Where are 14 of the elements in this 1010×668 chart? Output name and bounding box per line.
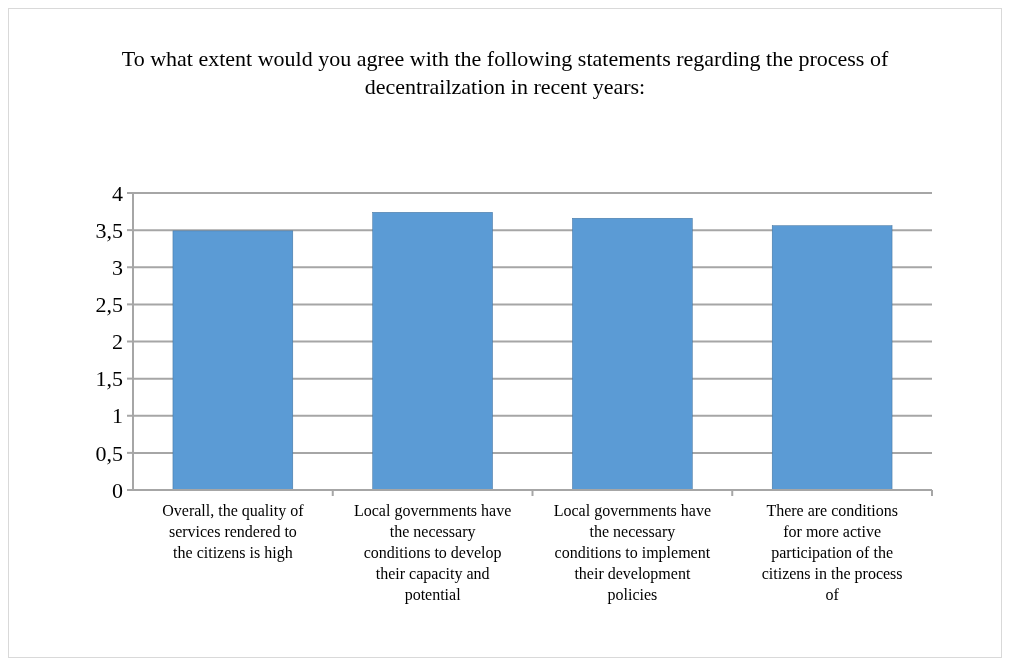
x-tick-label: Overall, the quality of services rendered to the citizens is high — [162, 502, 305, 562]
y-tick-label: 2 — [112, 329, 123, 355]
x-tick-label: There are conditions for more active participation of the citizens in the process of — [761, 502, 903, 603]
y-tick-label: 1 — [112, 403, 123, 429]
x-tick-label: Local governments have the necessary conditions to implement their development policies — [553, 502, 712, 604]
y-tick-label: 4 — [112, 180, 123, 206]
chart-title: To what extent would you agree with the following statements regarding the process of decentrailzation in recent years: — [121, 46, 889, 99]
y-tick-label: 3,5 — [95, 217, 123, 243]
y-tick-label: 0,5 — [95, 440, 123, 466]
y-tick-label: 1,5 — [95, 366, 123, 392]
y-tick-label: 3 — [112, 254, 123, 280]
y-tick-label: 2,5 — [95, 292, 123, 318]
x-tick-label: Local governments have the necessary conditions to develop their capacity and potential — [353, 502, 512, 604]
y-tick-label: 0 — [112, 477, 123, 503]
